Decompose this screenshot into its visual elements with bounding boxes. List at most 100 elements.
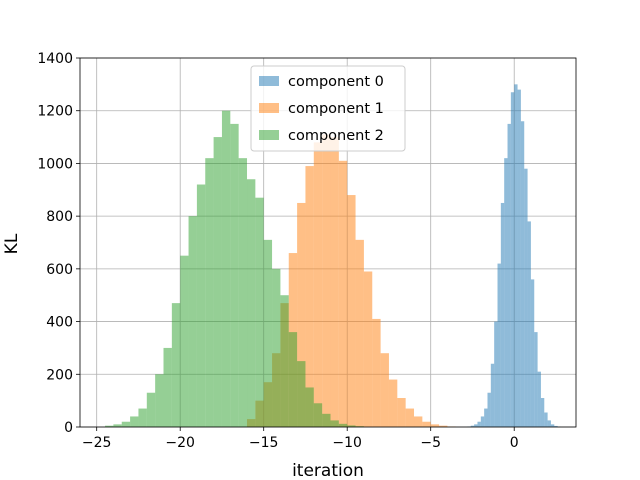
histogram-bar	[397, 398, 406, 427]
histogram-bar	[484, 408, 488, 427]
histogram-bar	[514, 84, 518, 427]
histogram-bar	[540, 398, 545, 427]
histogram-bar	[130, 416, 139, 427]
legend-swatch	[259, 103, 279, 113]
histogram-bar	[263, 239, 273, 427]
histogram-bar	[550, 424, 555, 427]
legend-label: component 0	[288, 74, 384, 90]
histogram-bar	[305, 166, 314, 428]
histogram-bar	[547, 420, 551, 427]
histogram-bar	[247, 179, 256, 427]
histogram-bar	[380, 353, 389, 427]
histogram-bar	[494, 321, 498, 427]
x-tick-label: −25	[82, 435, 112, 451]
histogram-bar	[297, 361, 306, 427]
histogram-bar	[313, 142, 323, 428]
y-tick-label: 600	[46, 262, 73, 278]
histogram-bar	[554, 425, 558, 427]
histogram-bar	[439, 425, 448, 427]
histogram-bar	[497, 263, 501, 427]
histogram-bar	[113, 424, 122, 427]
legend-label: component 1	[288, 101, 384, 117]
histogram-bar	[405, 408, 415, 427]
x-axis-label: iteration	[292, 461, 364, 480]
histogram-bar	[347, 425, 356, 427]
histogram-bar	[105, 425, 114, 427]
histogram-bar	[530, 279, 535, 427]
y-tick-label: 800	[46, 209, 73, 225]
histogram-bar	[338, 423, 348, 427]
histogram-bar	[272, 268, 281, 427]
legend-swatch	[259, 130, 279, 140]
y-axis-label: KL	[2, 233, 22, 254]
histogram-bar	[138, 408, 147, 427]
y-tick-label: 1000	[37, 156, 73, 172]
histogram-bar	[230, 123, 239, 428]
histogram-bar	[171, 303, 181, 427]
x-tick-label: −10	[332, 435, 362, 451]
histogram-bar	[322, 413, 331, 427]
histogram-bar	[504, 158, 508, 427]
histogram-bar	[430, 424, 440, 427]
histogram-bar	[355, 239, 364, 427]
histogram-bar	[338, 160, 348, 428]
histogram-bar	[313, 403, 323, 427]
histogram-bar	[180, 255, 189, 427]
bars	[105, 84, 561, 428]
histogram-bar	[474, 424, 478, 427]
histogram-bar	[524, 168, 528, 427]
histogram-bar	[196, 184, 206, 427]
histogram-bar	[422, 421, 431, 427]
ticks: −25 −20 −15 −10 −5 0 0 200 400 600 800 1000 1200 1400	[37, 51, 518, 451]
histogram-bar	[500, 202, 505, 427]
y-tick-label: 400	[46, 315, 73, 331]
x-tick-label: −20	[165, 435, 195, 451]
histogram-bar	[372, 318, 381, 427]
legend-swatch	[259, 76, 279, 86]
histogram-bar	[297, 202, 306, 427]
histogram-bar	[347, 195, 356, 427]
y-tick-label: 1200	[37, 104, 73, 120]
histogram-bar	[517, 89, 521, 427]
histogram-bar	[330, 137, 339, 428]
histogram-bar	[288, 332, 298, 427]
plot-frame	[79, 57, 577, 428]
histogram-bar	[155, 374, 164, 427]
legend-box	[250, 65, 406, 152]
histogram-bar	[322, 134, 331, 427]
histogram-bar	[534, 332, 538, 427]
legend-label: component 2	[288, 128, 384, 144]
histogram-bar	[221, 110, 231, 427]
histogram-bar	[487, 392, 491, 427]
series-0	[467, 84, 561, 428]
x-tick-label: 0	[510, 435, 519, 451]
histogram-bar	[255, 197, 264, 427]
histogram-bar	[280, 295, 289, 427]
histogram-bar	[470, 425, 475, 427]
histogram-bar	[544, 412, 548, 427]
histogram-bar	[414, 416, 423, 427]
histogram-bar	[490, 363, 495, 427]
histogram-bar	[510, 92, 515, 427]
series-2	[105, 110, 364, 428]
x-tick-label: −15	[249, 435, 279, 451]
histogram-bar	[163, 347, 172, 427]
y-tick-label: 1400	[37, 51, 73, 67]
x-tick-label: −5	[420, 435, 441, 451]
legend: component 0 component 1 component 2	[250, 65, 406, 152]
histogram-bar	[205, 158, 214, 427]
histogram-bar	[537, 371, 541, 427]
histogram-bar	[330, 420, 339, 427]
histogram-bar	[477, 421, 481, 427]
histogram-bar	[363, 271, 373, 427]
histogram-bar	[188, 216, 197, 427]
histogram-bar	[213, 137, 222, 428]
y-tick-label: 0	[64, 420, 73, 436]
histogram-bar	[388, 379, 398, 427]
histogram-bar	[238, 158, 248, 427]
histogram-bar	[520, 121, 525, 427]
histogram-bar	[305, 387, 314, 427]
histogram-bar	[146, 392, 156, 427]
histogram-bar	[527, 221, 531, 427]
